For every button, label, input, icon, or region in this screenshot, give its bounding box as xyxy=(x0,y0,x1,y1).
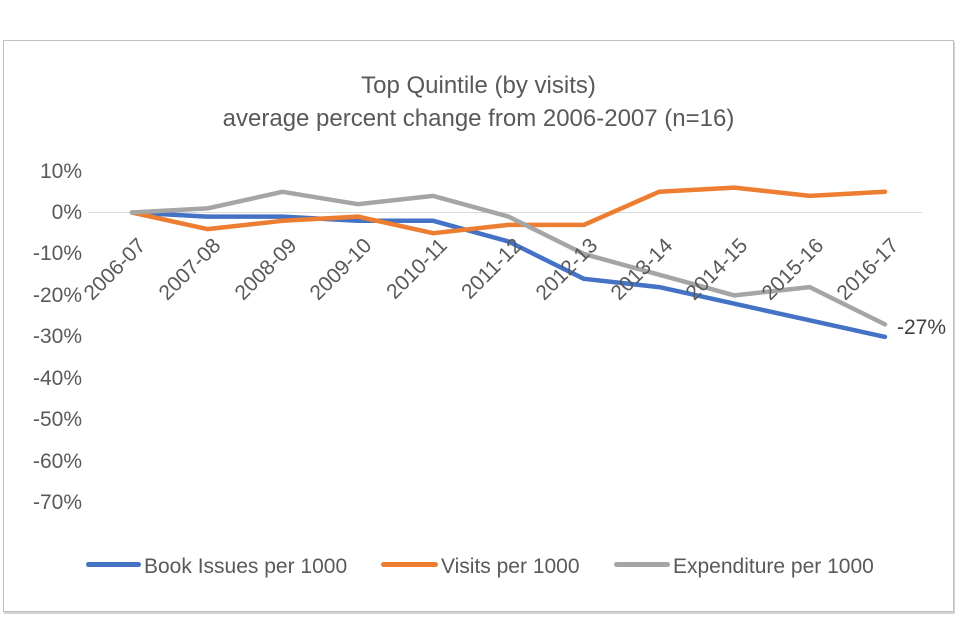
chart-title: Top Quintile (by visits) average percent… xyxy=(4,69,953,135)
series-line-book-issues-per-1000 xyxy=(129,210,888,340)
legend-swatch-visits xyxy=(381,562,438,567)
chart-title-line2: average percent change from 2006-2007 (n… xyxy=(222,105,735,132)
y-tick-label: 10% xyxy=(39,159,82,183)
end-value-annotation: -27% xyxy=(897,316,947,339)
chart-frame: Top Quintile (by visits) average percent… xyxy=(3,40,954,612)
legend-swatch-book-issues xyxy=(86,562,141,567)
plot-area xyxy=(129,185,888,340)
y-tick-label: -10% xyxy=(32,242,82,266)
y-tick-label: -70% xyxy=(32,491,82,515)
series-line-visits-per-1000 xyxy=(129,185,888,236)
y-tick-label: -20% xyxy=(32,283,82,307)
y-tick-label: 0% xyxy=(51,201,82,224)
legend-swatch-expenditure xyxy=(614,562,670,567)
chart-title-line1: Top Quintile (by visits) xyxy=(361,72,596,99)
zero-gridline xyxy=(88,212,922,213)
y-tick-label: -50% xyxy=(32,408,82,432)
legend-label-visits: Visits per 1000 xyxy=(441,555,580,578)
legend-label-book-issues: Book Issues per 1000 xyxy=(144,555,348,578)
y-tick-label: -40% xyxy=(32,366,82,390)
legend-label-expenditure: Expenditure per 1000 xyxy=(673,555,874,578)
y-tick-label: -30% xyxy=(32,325,82,349)
series-line-expenditure-per-1000 xyxy=(129,189,888,327)
y-tick-label: -60% xyxy=(32,449,82,473)
